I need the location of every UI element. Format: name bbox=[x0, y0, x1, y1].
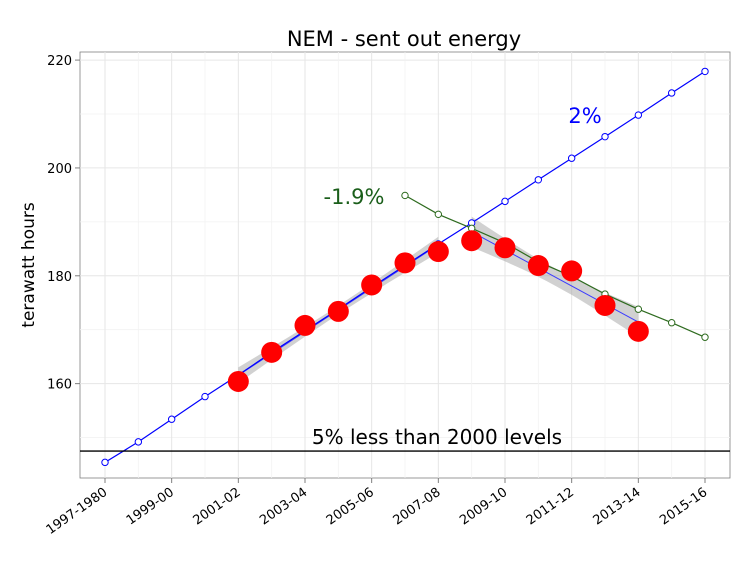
x-tick-label: 2005-06 bbox=[324, 485, 377, 528]
x-tick-label: 2011-12 bbox=[524, 485, 577, 528]
data-point-actual bbox=[427, 241, 449, 263]
data-point-green-trend bbox=[634, 305, 643, 313]
series-points bbox=[101, 67, 709, 467]
y-tick-label: 180 bbox=[47, 270, 72, 285]
data-point-actual bbox=[494, 237, 516, 259]
data-point-green-trend bbox=[434, 210, 443, 219]
data-point-blue-trend bbox=[534, 176, 543, 184]
data-point-blue-trend bbox=[601, 132, 609, 141]
x-tick-label: 2015-16 bbox=[657, 485, 710, 528]
data-point-actual bbox=[227, 370, 249, 392]
chart-title: NEM - sent out energy bbox=[287, 27, 521, 51]
y-axis-title: terawatt hours bbox=[19, 202, 39, 328]
data-point-blue-trend bbox=[134, 438, 143, 446]
y-tick-label: 220 bbox=[47, 54, 72, 69]
y-axis: 160 180 200 220 bbox=[47, 54, 80, 393]
data-point-actual bbox=[327, 300, 349, 322]
data-point-blue-trend bbox=[667, 89, 676, 97]
data-point-green-trend bbox=[401, 191, 409, 200]
data-point-blue-trend bbox=[201, 392, 209, 401]
data-point-actual bbox=[594, 294, 616, 316]
data-point-green-trend bbox=[667, 318, 676, 327]
grid bbox=[80, 52, 730, 478]
x-tick-label: 2003-04 bbox=[257, 485, 310, 528]
data-point-actual bbox=[527, 255, 549, 277]
x-axis: 1997-1980 1999-00 2001-02 2003-04 2005-06 200… bbox=[44, 478, 710, 538]
data-point-blue-trend bbox=[501, 197, 509, 206]
data-point-actual bbox=[394, 252, 416, 274]
x-tick-label: 1997-1980 bbox=[44, 485, 111, 538]
data-point-blue-trend bbox=[634, 111, 643, 119]
data-point-blue-trend bbox=[701, 67, 709, 76]
data-point-actual bbox=[361, 274, 383, 296]
data-point-actual bbox=[461, 230, 483, 252]
x-tick-label: 2009-10 bbox=[457, 485, 510, 528]
data-point-actual bbox=[294, 314, 316, 336]
series-line-green-trend bbox=[404, 194, 706, 338]
data-point-blue-trend bbox=[567, 154, 576, 162]
data-point-blue-trend bbox=[101, 458, 109, 467]
x-tick-label: 2001-02 bbox=[191, 485, 244, 528]
data-point-green-trend bbox=[701, 333, 709, 341]
y-tick-label: 200 bbox=[47, 162, 72, 177]
x-tick-label: 1999-00 bbox=[124, 485, 177, 528]
data-point-blue-trend bbox=[167, 415, 176, 423]
data-point-actual bbox=[561, 260, 583, 282]
annotation-decline-rate: -1.9% bbox=[324, 185, 385, 209]
data-point-actual bbox=[627, 320, 649, 342]
data-point-actual bbox=[261, 341, 283, 363]
x-tick-label: 2013-14 bbox=[591, 485, 644, 528]
y-tick-label: 160 bbox=[47, 378, 72, 393]
x-tick-label: 2007-08 bbox=[391, 485, 444, 528]
annotation-growth-rate: 2% bbox=[568, 104, 601, 128]
reference-line-label: 5% less than 2000 levels bbox=[312, 425, 562, 449]
